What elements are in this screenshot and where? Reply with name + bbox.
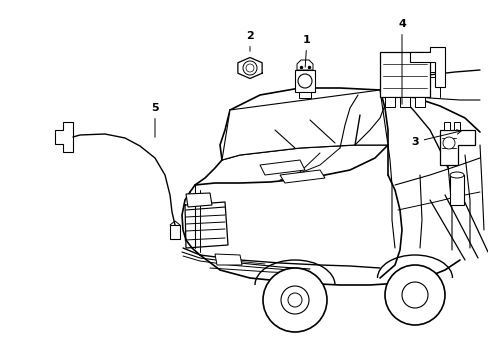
Polygon shape [409, 47, 444, 87]
Circle shape [281, 286, 308, 314]
Polygon shape [379, 52, 429, 97]
Polygon shape [222, 90, 387, 160]
Text: 1: 1 [303, 35, 310, 67]
Circle shape [401, 282, 427, 308]
Polygon shape [55, 122, 73, 152]
Polygon shape [298, 92, 310, 98]
Polygon shape [237, 58, 262, 78]
Polygon shape [294, 70, 314, 92]
Polygon shape [185, 193, 212, 207]
Polygon shape [453, 122, 459, 130]
Polygon shape [439, 130, 474, 165]
Circle shape [245, 64, 253, 72]
Polygon shape [399, 97, 409, 107]
Circle shape [442, 137, 454, 149]
Polygon shape [384, 97, 394, 107]
Circle shape [287, 293, 302, 307]
Text: 4: 4 [397, 19, 405, 104]
Circle shape [297, 74, 311, 88]
Polygon shape [215, 254, 242, 265]
Circle shape [263, 268, 326, 332]
Circle shape [384, 265, 444, 325]
Polygon shape [280, 170, 325, 183]
Polygon shape [414, 97, 424, 107]
Polygon shape [443, 122, 449, 130]
Bar [449, 175, 463, 205]
Ellipse shape [449, 172, 463, 178]
Text: 5: 5 [151, 103, 159, 137]
Polygon shape [296, 60, 312, 70]
Text: 3: 3 [410, 130, 460, 147]
Circle shape [243, 61, 257, 75]
Polygon shape [260, 160, 305, 175]
Polygon shape [170, 225, 180, 239]
Text: 2: 2 [245, 31, 253, 51]
